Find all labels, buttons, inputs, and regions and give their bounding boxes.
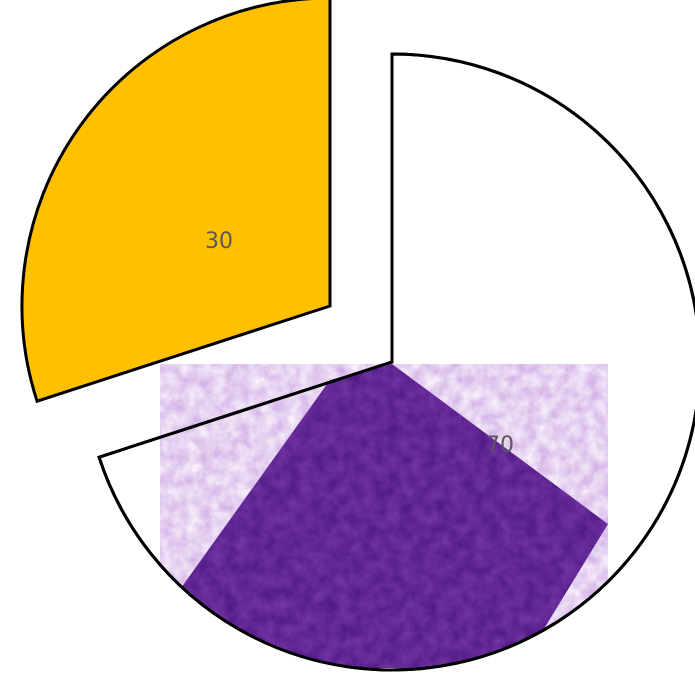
pie-data-labels: 70 30 xyxy=(205,229,514,458)
data-label-30: 30 xyxy=(205,229,233,254)
pie-outline xyxy=(97,52,695,672)
pie-slice-30 xyxy=(20,0,332,404)
purple-texture-overlay xyxy=(160,364,608,668)
data-label-70: 70 xyxy=(486,433,514,458)
